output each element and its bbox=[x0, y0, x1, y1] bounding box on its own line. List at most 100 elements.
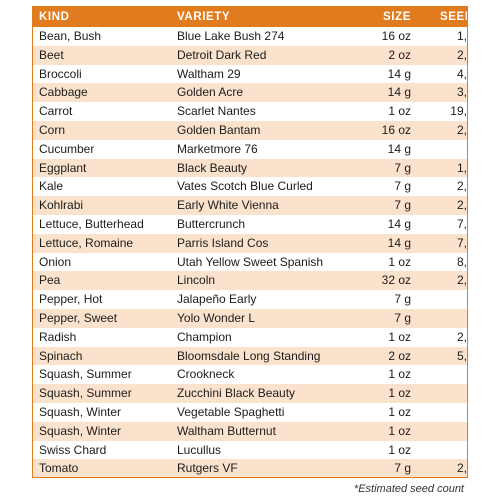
cell-size: 32 oz bbox=[347, 271, 417, 291]
cell-variety: Utah Yellow Sweet Spanish bbox=[171, 252, 347, 272]
cell-variety: Lincoln bbox=[171, 271, 347, 291]
cell-kind: Swiss Chard bbox=[33, 440, 171, 460]
cell-seeds: 1,840 bbox=[417, 27, 467, 46]
cell-kind: Corn bbox=[33, 120, 171, 140]
cell-size: 2 oz bbox=[347, 45, 417, 65]
cell-seeds: 988 bbox=[417, 290, 467, 309]
cell-size: 1 oz bbox=[347, 327, 417, 347]
cell-variety: Champion bbox=[171, 327, 347, 347]
cell-variety: Waltham 29 bbox=[171, 64, 347, 84]
cell-kind: Pepper, Hot bbox=[33, 290, 171, 309]
cell-seeds: 2,099 bbox=[417, 177, 467, 197]
cell-size: 14 g bbox=[347, 64, 417, 84]
seed-table: KIND VARIETY SIZE SEEDS* Bean, BushBlue … bbox=[33, 7, 467, 477]
cell-variety: Marketmore 76 bbox=[171, 139, 347, 159]
cell-variety: Vates Scotch Blue Curled bbox=[171, 177, 347, 197]
cell-size: 16 oz bbox=[347, 120, 417, 140]
cell-kind: Pepper, Sweet bbox=[33, 308, 171, 328]
cell-kind: Onion bbox=[33, 252, 171, 272]
cell-seeds: 19,000 bbox=[417, 102, 467, 121]
cell-seeds: 2,400 bbox=[417, 120, 467, 140]
cell-size: 1 oz bbox=[347, 402, 417, 422]
cell-variety: Crookneck bbox=[171, 365, 347, 385]
cell-variety: Parris Island Cos bbox=[171, 233, 347, 253]
cell-variety: Jalapeño Early bbox=[171, 290, 347, 309]
cell-kind: Squash, Summer bbox=[33, 365, 171, 385]
cell-size: 7 g bbox=[347, 308, 417, 328]
cell-size: 7 g bbox=[347, 158, 417, 178]
cell-seeds: 7,901 bbox=[417, 214, 467, 234]
cell-variety: Blue Lake Bush 274 bbox=[171, 27, 347, 46]
cell-size: 1 oz bbox=[347, 421, 417, 441]
cell-size: 14 g bbox=[347, 139, 417, 159]
cell-kind: Kale bbox=[33, 177, 171, 197]
cell-variety: Buttercrunch bbox=[171, 214, 347, 234]
cell-size: 7 g bbox=[347, 196, 417, 215]
cell-kind: Radish bbox=[33, 327, 171, 347]
header-seeds: SEEDS* bbox=[417, 7, 467, 27]
cell-seeds: 308 bbox=[417, 421, 467, 441]
seed-table-frame: KIND VARIETY SIZE SEEDS* Bean, BushBlue … bbox=[32, 6, 468, 478]
table-header: KIND VARIETY SIZE SEEDS* bbox=[33, 7, 467, 27]
cell-kind: Lettuce, Butterhead bbox=[33, 214, 171, 234]
header-kind: KIND bbox=[33, 7, 171, 27]
cell-seeds: 230 bbox=[417, 384, 467, 403]
cell-kind: Pea bbox=[33, 271, 171, 291]
cell-size: 7 g bbox=[347, 290, 417, 309]
cell-kind: Cucumber bbox=[33, 139, 171, 159]
cell-kind: Spinach bbox=[33, 346, 171, 366]
cell-seeds: 2,376 bbox=[417, 45, 467, 65]
cell-kind: Lettuce, Romaine bbox=[33, 233, 171, 253]
cell-size: 14 g bbox=[347, 233, 417, 253]
cell-seeds: 2,222 bbox=[417, 196, 467, 215]
cell-kind: Squash, Winter bbox=[33, 402, 171, 422]
cell-kind: Bean, Bush bbox=[33, 27, 171, 46]
cell-seeds: 929 bbox=[417, 440, 467, 460]
cell-variety: Golden Bantam bbox=[171, 120, 347, 140]
cell-seeds: 380 bbox=[417, 365, 467, 385]
cell-size: 1 oz bbox=[347, 384, 417, 403]
cell-variety: Zucchini Black Beauty bbox=[171, 384, 347, 403]
cell-variety: Scarlet Nantes bbox=[171, 102, 347, 121]
cell-kind: Tomato bbox=[33, 459, 171, 477]
cell-seeds: 192 bbox=[417, 402, 467, 422]
cell-seeds: 4,445 bbox=[417, 64, 467, 84]
cell-seeds: 1,482 bbox=[417, 158, 467, 178]
cell-seeds: 3,457 bbox=[417, 83, 467, 103]
cell-variety: Black Beauty bbox=[171, 158, 347, 178]
cell-size: 1 oz bbox=[347, 365, 417, 385]
cell-seeds: 7,901 bbox=[417, 233, 467, 253]
cell-variety: Rutgers VF bbox=[171, 459, 347, 477]
cell-kind: Cabbage bbox=[33, 83, 171, 103]
header-variety: VARIETY bbox=[171, 7, 347, 27]
cell-size: 7 g bbox=[347, 459, 417, 477]
cell-kind: Squash, Winter bbox=[33, 421, 171, 441]
cell-variety: Lucullus bbox=[171, 440, 347, 460]
cell-variety: Waltham Butternut bbox=[171, 421, 347, 441]
cell-variety: Bloomsdale Long Standing bbox=[171, 346, 347, 366]
cell-variety: Early White Vienna bbox=[171, 196, 347, 215]
footnote: *Estimated seed count bbox=[353, 483, 464, 495]
header-size: SIZE bbox=[347, 7, 417, 27]
cell-size: 14 g bbox=[347, 83, 417, 103]
cell-seeds: 2,848 bbox=[417, 271, 467, 291]
